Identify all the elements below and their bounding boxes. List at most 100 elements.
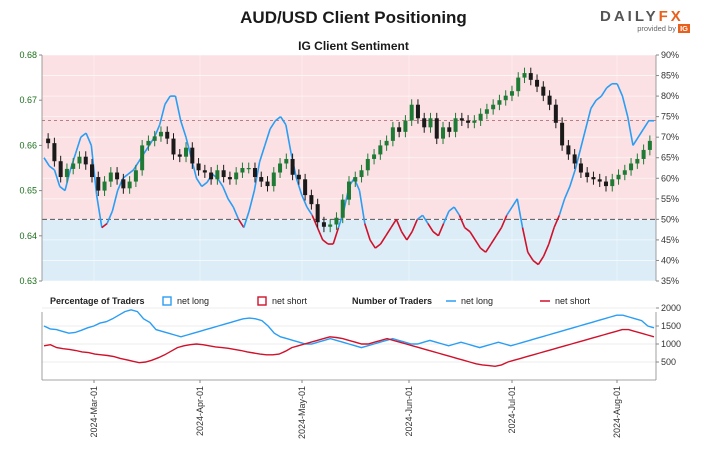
pct-segment — [621, 95, 629, 117]
pct-segment — [237, 218, 245, 229]
candle-body — [603, 181, 608, 187]
candle-body — [384, 140, 389, 146]
pct-segment — [474, 239, 482, 249]
left-tick-label: 0.63 — [19, 276, 37, 286]
candle-body — [622, 170, 627, 175]
pct-segment — [479, 247, 487, 253]
pct-segment — [364, 223, 371, 241]
candle-body — [146, 140, 151, 146]
candle-body — [52, 143, 57, 162]
candle-body — [591, 177, 596, 180]
pct-segment — [427, 223, 434, 233]
candle-body — [390, 127, 395, 141]
candle-body — [346, 181, 352, 200]
pct-segment — [48, 165, 56, 171]
pct-segment — [584, 108, 592, 130]
candle-body — [641, 149, 646, 159]
candle-body — [152, 136, 157, 141]
right-tick-label: 75% — [661, 112, 679, 122]
pct-segment — [43, 157, 50, 167]
logo-provided-by: provided by IG — [600, 24, 690, 33]
candle-body — [259, 177, 264, 182]
pct-segment — [195, 177, 203, 187]
pct-segment — [464, 226, 471, 233]
candle-body — [528, 73, 533, 80]
candle-body — [246, 168, 251, 170]
right-tick-label: 70% — [661, 132, 679, 142]
right-tick-label: 80% — [661, 91, 679, 101]
left-tick-label: 0.66 — [19, 140, 37, 150]
candle-body — [509, 91, 514, 96]
candle-body — [127, 181, 132, 189]
pct-segment — [322, 239, 329, 245]
pct-segment — [448, 206, 455, 212]
candle-body — [547, 95, 552, 105]
pct-segment — [542, 243, 550, 257]
candle-body — [403, 120, 408, 132]
candle-body — [83, 156, 88, 165]
candle-body — [447, 127, 452, 132]
logo-daily: DAILY — [600, 8, 659, 25]
pct-segment — [227, 198, 234, 208]
pct-segment — [469, 231, 476, 241]
candle-body — [572, 154, 577, 164]
pct-segment — [626, 116, 634, 146]
candle-body — [635, 158, 640, 164]
x-tick-label: 2024-Jul-01 — [507, 386, 517, 434]
pct-segment — [406, 231, 413, 241]
pct-segment — [243, 210, 250, 228]
candle-body — [535, 79, 540, 87]
pct-segment — [437, 223, 445, 237]
candle-body — [171, 138, 176, 155]
candle-body — [378, 145, 383, 155]
x-axis: 2024-Mar-01 2024-Apr-01 2024-May-01 2024-Ju… — [89, 380, 622, 439]
candle-body — [227, 177, 232, 180]
pct-segment — [274, 116, 282, 122]
candle-body — [541, 86, 546, 96]
pct-segment — [269, 120, 277, 130]
candle-body — [90, 164, 95, 178]
candle-body — [497, 100, 502, 105]
vol-tick-label: 1000 — [661, 339, 681, 349]
candle-body — [503, 95, 508, 101]
candle-body — [58, 161, 63, 178]
candle-body — [165, 131, 170, 139]
candle-body — [340, 199, 345, 218]
candle-body — [516, 77, 521, 92]
vol-tick-label: 500 — [661, 357, 676, 367]
ig-logo-icon: IG — [678, 24, 690, 33]
candle-body — [459, 118, 464, 121]
candle-body — [296, 174, 301, 180]
candle-body — [629, 163, 634, 171]
pct-segment — [74, 136, 82, 154]
pct-segment — [642, 120, 650, 130]
candle-body — [265, 181, 270, 187]
candle-body — [359, 170, 364, 178]
candle-body — [46, 138, 51, 144]
chart-title: AUD/USD Client Positioning — [240, 8, 467, 27]
pct-segment — [264, 128, 271, 146]
candle-body — [71, 163, 76, 169]
candle-body — [597, 179, 602, 182]
pct-segment — [158, 104, 166, 126]
pct-segment — [64, 169, 72, 191]
pct-segment — [258, 145, 266, 163]
candle-body — [585, 172, 590, 178]
logo-fx: FX — [658, 8, 684, 25]
candle-body — [578, 163, 583, 173]
candle-body — [96, 177, 101, 191]
candle-body — [202, 170, 207, 173]
candle-body — [215, 170, 220, 180]
candle-body — [309, 195, 314, 205]
pct-segment — [595, 95, 602, 101]
pct-segment — [548, 227, 555, 245]
candle-body — [472, 120, 477, 123]
candle-body — [478, 113, 483, 121]
legend-percentage-title: Percentage of Traders — [50, 296, 145, 306]
candle-body — [334, 217, 339, 225]
percentage-lines — [43, 82, 654, 266]
pct-segment — [411, 219, 419, 233]
candle-body — [240, 168, 245, 173]
pct-segment — [511, 198, 518, 208]
candle-body — [140, 145, 145, 171]
